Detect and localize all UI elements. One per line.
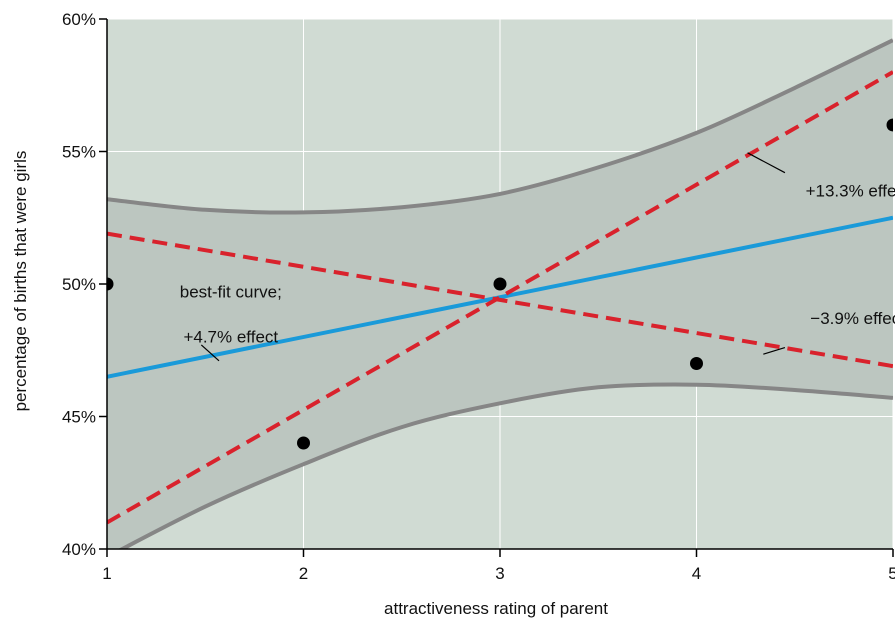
tick-labels: 40% 45% 50% 55% 60% 1 2 3 4 5 xyxy=(62,10,895,583)
x-tick-label: 1 xyxy=(102,564,111,583)
x-tick-label: 3 xyxy=(495,564,504,583)
annotations: best-fit curve; +4.7% effect +13.3% effect… xyxy=(180,152,895,362)
alt-fit-line-1 xyxy=(107,70,893,525)
x-tick-label: 4 xyxy=(692,564,701,583)
confidence-band-lower-curve xyxy=(117,382,893,549)
data-points xyxy=(107,118,893,450)
annotation-label: best-fit curve; xyxy=(180,282,282,301)
x-axis-label: attractiveness rating of parent xyxy=(384,599,608,618)
x-tick-label: 5 xyxy=(888,564,895,583)
fit-lines xyxy=(107,70,893,525)
annotation-label: −3.9% effect xyxy=(810,309,895,328)
best-fit-line xyxy=(107,215,893,379)
alt-fit-line-2 xyxy=(107,231,893,369)
annotation-2: −3.9% effect xyxy=(763,309,895,355)
annotation-leader xyxy=(763,347,786,355)
data-point xyxy=(297,436,310,450)
annotation-leader xyxy=(200,344,220,362)
annotation-0: best-fit curve; +4.7% effect xyxy=(180,282,282,362)
y-axis-label: percentage of births that were girls xyxy=(11,151,30,412)
confidence-band xyxy=(107,40,893,549)
data-point xyxy=(690,357,703,370)
plot-area xyxy=(107,38,893,549)
annotation-1: +13.3% effect xyxy=(747,152,895,201)
annotation-leader xyxy=(747,152,786,174)
x-tick-label: 2 xyxy=(299,564,308,583)
y-tick-label: 50% xyxy=(62,275,96,294)
data-point xyxy=(886,118,893,132)
annotation-label: +4.7% effect xyxy=(183,327,278,346)
axes xyxy=(99,18,894,557)
confidence-band-upper-curve xyxy=(107,38,893,215)
y-tick-label: 55% xyxy=(62,143,96,162)
data-point xyxy=(107,277,114,291)
y-tick-label: 45% xyxy=(62,408,96,427)
annotation-label: +13.3% effect xyxy=(806,182,895,201)
y-tick-label: 40% xyxy=(62,540,96,559)
y-tick-label: 60% xyxy=(62,10,96,29)
data-point xyxy=(493,277,507,291)
